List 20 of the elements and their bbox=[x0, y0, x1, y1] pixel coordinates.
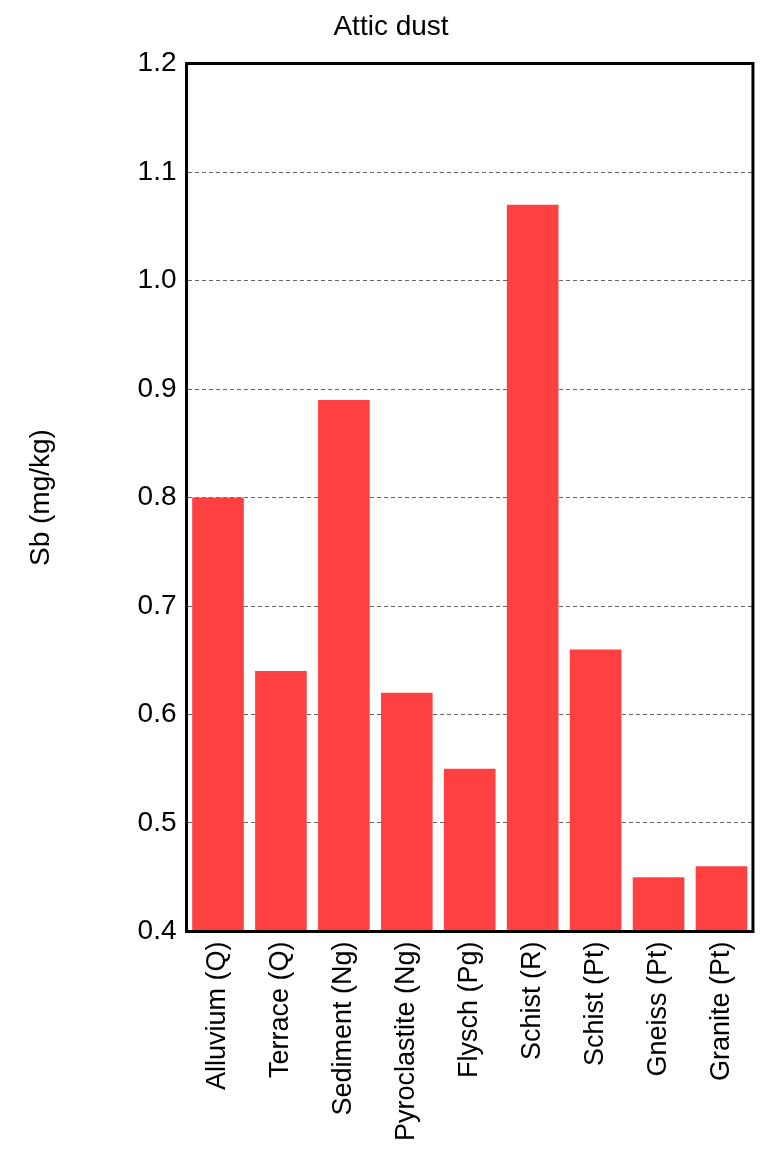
x-tick-label: Gneiss (Pt) bbox=[642, 941, 672, 1077]
y-tick-label: 1.2 bbox=[137, 46, 177, 78]
x-tick-label: Terrace (Q) bbox=[264, 941, 295, 1078]
y-tick-label: 0.4 bbox=[137, 914, 177, 946]
y-tick-label: 0.5 bbox=[137, 805, 177, 837]
y-tick-label: 1.1 bbox=[137, 154, 177, 186]
y-axis-title: Sb (mg/kg) bbox=[23, 429, 55, 566]
x-tick-label: Flysch (Pg) bbox=[453, 941, 484, 1078]
x-tick-label: Sediment (Ng) bbox=[327, 941, 358, 1116]
y-tick-label: 0.8 bbox=[137, 480, 177, 512]
x-tick-label: Schist (Pt) bbox=[579, 941, 610, 1066]
x-tick-label: Schist (R) bbox=[516, 941, 547, 1060]
x-tick-label: Alluvium (Q) bbox=[201, 941, 232, 1090]
x-tick-label: Pyroclastite (Ng) bbox=[390, 941, 421, 1141]
y-tick-label: 0.9 bbox=[137, 371, 177, 403]
chart-title: Attic dust bbox=[333, 9, 449, 41]
y-tick-label: 0.6 bbox=[137, 697, 177, 729]
y-tick-label: 0.7 bbox=[137, 588, 177, 620]
y-tick-label: 1.0 bbox=[137, 263, 177, 295]
x-tick-label: Granite (Pt) bbox=[704, 941, 735, 1081]
